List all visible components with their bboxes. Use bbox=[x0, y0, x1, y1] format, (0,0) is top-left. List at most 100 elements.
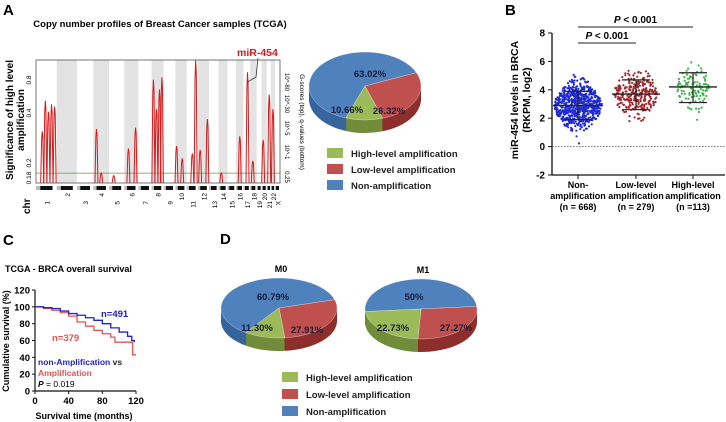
data-point bbox=[646, 75, 649, 78]
data-point bbox=[641, 103, 644, 106]
pie-slice-low bbox=[278, 299, 338, 339]
pie-m0-title: M0 bbox=[275, 264, 288, 274]
data-point bbox=[687, 67, 690, 70]
legend-non: non-Amplification bbox=[38, 357, 110, 367]
data-point bbox=[589, 116, 592, 119]
data-point bbox=[683, 92, 686, 95]
data-point bbox=[701, 89, 705, 92]
data-point bbox=[639, 80, 642, 83]
x-category-label: Low-level bbox=[615, 180, 656, 190]
data-point bbox=[705, 94, 708, 98]
data-point bbox=[560, 110, 563, 114]
x-category-label: (n =113) bbox=[676, 202, 710, 212]
pie-slice-non bbox=[220, 277, 335, 333]
data-point bbox=[572, 83, 576, 86]
chromosome-ideogram-gap bbox=[186, 186, 189, 190]
data-point bbox=[680, 89, 683, 92]
data-point bbox=[568, 80, 571, 83]
chromosome-label: 7 bbox=[143, 201, 150, 205]
data-point bbox=[701, 93, 704, 96]
legend-label: Non-amplification bbox=[306, 407, 386, 418]
data-point bbox=[643, 83, 647, 86]
data-point bbox=[630, 77, 633, 80]
y-tick-label: 40 bbox=[19, 353, 30, 364]
cn-profile-plot: 12345678910111213141516171819202122X0.80… bbox=[26, 57, 289, 209]
pie-label-non: 60.79% bbox=[257, 292, 290, 303]
chromosome-label: 21 bbox=[267, 201, 274, 209]
data-point bbox=[582, 114, 585, 117]
data-point bbox=[589, 105, 593, 108]
data-point bbox=[615, 86, 618, 89]
plot-frame bbox=[35, 59, 281, 184]
data-point bbox=[633, 72, 636, 75]
data-point bbox=[685, 73, 689, 76]
y-tick-label: 8 bbox=[539, 29, 545, 40]
ytick-right: 0.25 bbox=[283, 171, 289, 183]
data-point bbox=[645, 80, 649, 83]
data-point bbox=[567, 84, 571, 87]
data-point bbox=[641, 77, 645, 80]
data-point bbox=[574, 75, 577, 78]
survival-curve bbox=[35, 306, 135, 343]
data-point bbox=[595, 99, 599, 103]
data-point bbox=[581, 101, 584, 104]
data-point bbox=[571, 79, 574, 83]
data-point bbox=[698, 97, 701, 100]
data-point bbox=[625, 105, 628, 109]
data-point bbox=[645, 102, 648, 105]
data-point bbox=[687, 81, 690, 84]
data-point bbox=[567, 97, 571, 100]
chromosome-ideogram-gap bbox=[151, 186, 154, 190]
data-point bbox=[594, 92, 597, 95]
data-point bbox=[558, 115, 561, 118]
chromosome-label: 5 bbox=[115, 201, 122, 205]
data-point bbox=[621, 91, 624, 94]
legend-label: Low-level amplification bbox=[306, 390, 411, 401]
chromosome-ideogram-gap bbox=[76, 186, 81, 190]
data-point bbox=[637, 70, 640, 74]
data-point bbox=[676, 90, 679, 93]
data-point bbox=[697, 107, 701, 110]
data-point bbox=[571, 112, 574, 115]
chromosome-ideogram bbox=[177, 186, 185, 190]
ytick-right: 10^-1 bbox=[283, 145, 289, 160]
p-text: = 0.019 bbox=[44, 379, 75, 389]
chromosome-ideogram-gap bbox=[175, 186, 178, 190]
pie-slice-high bbox=[365, 308, 422, 340]
survival-plot: 0 20 40 60 80 100 120 0 40 80 120 bbox=[14, 286, 144, 408]
pie-label-low: 27.91% bbox=[291, 325, 324, 336]
x-tick-label: 80 bbox=[97, 396, 108, 407]
chromosome-ideogram-gap bbox=[250, 186, 252, 190]
data-point bbox=[679, 82, 682, 85]
ylabel-line: miR-454 levels in BRCA bbox=[509, 40, 521, 159]
data-point bbox=[647, 72, 650, 75]
data-point bbox=[655, 91, 658, 94]
data-point bbox=[576, 124, 580, 127]
data-point bbox=[614, 94, 617, 97]
data-point bbox=[690, 96, 693, 99]
y-tick-label: 120 bbox=[14, 286, 30, 297]
data-point bbox=[587, 120, 590, 124]
data-point bbox=[589, 99, 593, 103]
data-point bbox=[641, 107, 644, 110]
data-point bbox=[566, 110, 570, 113]
chromosome-ideogram bbox=[60, 186, 73, 190]
data-point bbox=[650, 83, 653, 86]
chromosome-label: 3 bbox=[83, 201, 90, 205]
data-point bbox=[573, 79, 576, 82]
data-point bbox=[636, 75, 639, 78]
data-point bbox=[697, 64, 700, 67]
data-point bbox=[590, 109, 593, 112]
data-point bbox=[644, 70, 648, 73]
data-point bbox=[643, 103, 646, 106]
series-label-amp: n=379 bbox=[52, 333, 79, 344]
chromosome-ideogram-gap bbox=[93, 186, 97, 190]
data-point bbox=[579, 125, 582, 128]
data-point bbox=[556, 113, 559, 116]
data-point bbox=[600, 102, 604, 106]
data-point bbox=[570, 102, 573, 105]
chromosome-ideogram-gap bbox=[256, 186, 258, 190]
data-point bbox=[572, 95, 576, 98]
chromosome-ideogram-gap bbox=[138, 186, 142, 190]
data-point bbox=[702, 76, 706, 79]
